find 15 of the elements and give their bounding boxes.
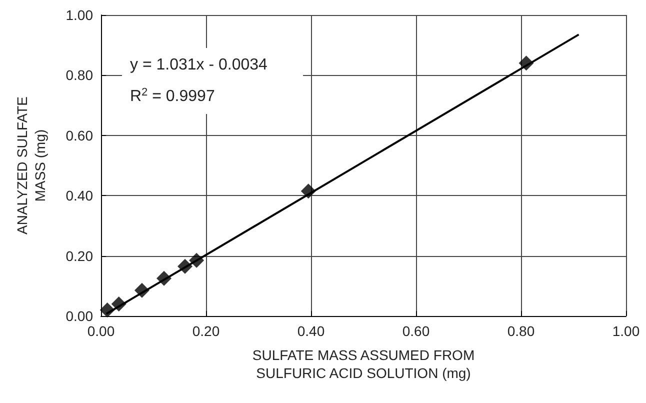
y-tick-label: 0.40 bbox=[66, 188, 94, 204]
y-tick-label: 0.80 bbox=[66, 67, 94, 84]
y-axis-title: ANALYZED SULFATE MASS (mg) bbox=[14, 96, 48, 234]
x-tick-label: 0.60 bbox=[402, 323, 430, 339]
annotation: y = 1.031x - 0.0034 bbox=[130, 56, 268, 74]
x-tick-label: 0.80 bbox=[507, 323, 535, 339]
y-tick-label: 0.20 bbox=[66, 248, 94, 264]
x-axis-title: SULFATE MASS ASSUMED FROM SULFURIC ACID SOLUTION (mg) bbox=[252, 347, 475, 381]
x-tick-label: 0.40 bbox=[297, 323, 325, 339]
x-tick-label: 0.00 bbox=[87, 323, 115, 339]
y-tick-label: 0.00 bbox=[66, 308, 94, 324]
y-tick-label: 1.00 bbox=[66, 7, 94, 23]
y-tick-label: 0.60 bbox=[66, 127, 94, 144]
x-tick-label: 0.20 bbox=[192, 323, 220, 339]
x-tick-label: 1.00 bbox=[612, 323, 640, 339]
